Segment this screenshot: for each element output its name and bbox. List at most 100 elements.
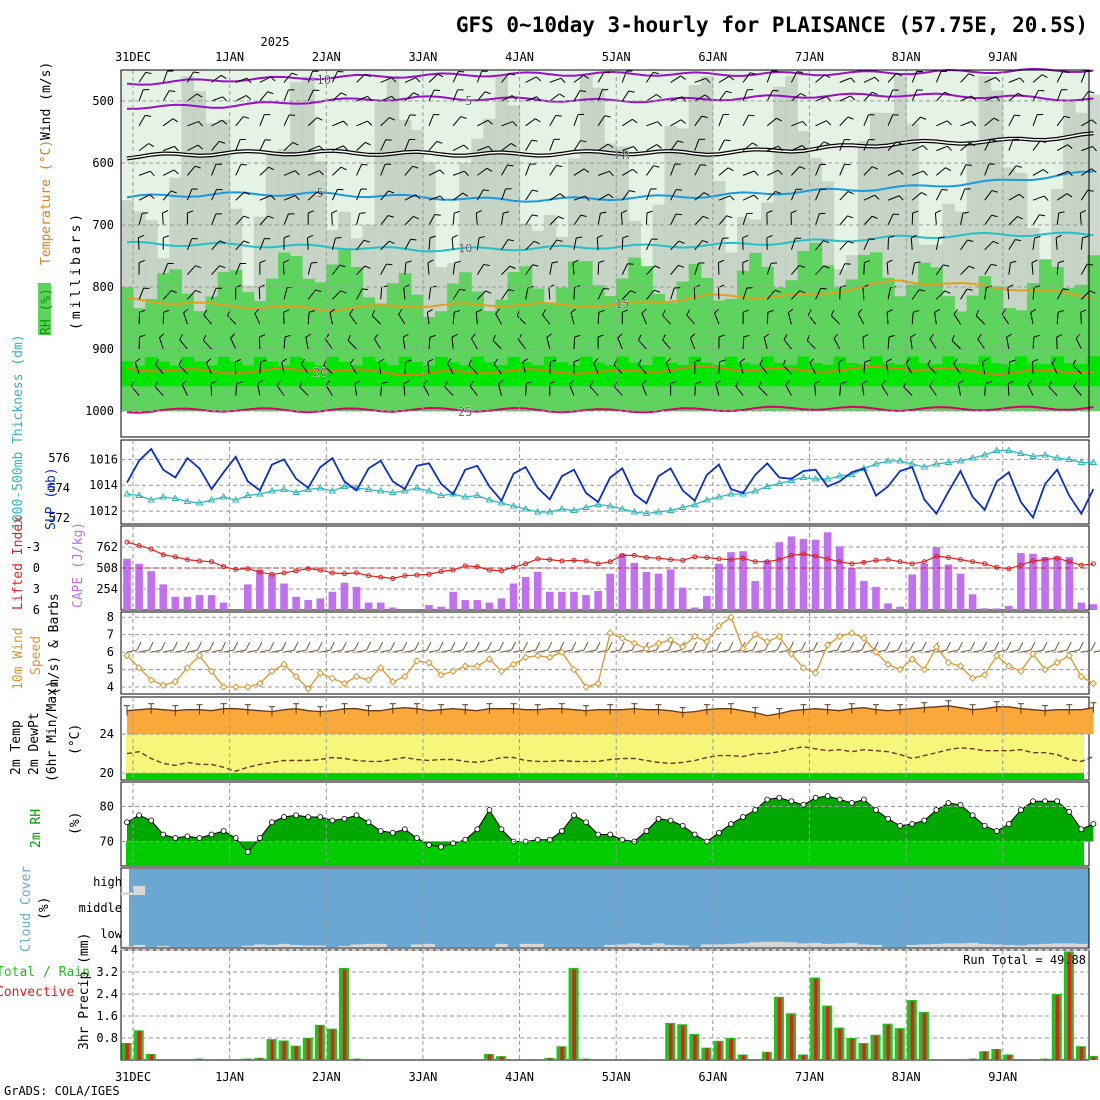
rh-bright-column — [1039, 364, 1052, 387]
wind-barb — [1055, 237, 1058, 250]
wind-barb — [501, 164, 508, 176]
wind-barb — [549, 93, 560, 102]
wind-barb — [349, 314, 357, 325]
wind-barb-flag — [570, 308, 577, 313]
cloud-bar — [712, 944, 725, 947]
wind-barb — [957, 383, 962, 396]
wind-barb-flag — [308, 310, 316, 313]
wind-barb — [960, 188, 966, 201]
rh-bright-column — [374, 361, 388, 387]
wind-barb — [281, 361, 285, 374]
top-day-label: 8JAN — [892, 50, 921, 64]
wind-barb — [694, 192, 705, 201]
wind-barb — [839, 191, 849, 201]
cloud-bar — [278, 943, 291, 947]
lifted-index-point — [341, 571, 347, 577]
lifted-index-point — [184, 557, 190, 563]
barb-10m — [549, 649, 560, 653]
wind-barb-flag — [898, 195, 904, 201]
precip-tick-label: 4 — [111, 943, 118, 957]
wind-barb-flag — [1008, 380, 1014, 384]
wind-barb-flag — [632, 168, 638, 174]
wind-barb — [501, 95, 513, 102]
wind-barb — [570, 312, 575, 325]
wind-barb — [951, 340, 961, 350]
wind-barb — [791, 92, 801, 102]
wind-barb — [235, 263, 241, 275]
wind-barb-flag — [138, 234, 145, 239]
wind-barb — [597, 193, 609, 201]
wind-barb — [452, 116, 462, 127]
wind-barb-flag — [178, 359, 183, 366]
thickness-line — [126, 449, 1094, 515]
wind-barb-flag — [354, 380, 361, 385]
barb-10m — [658, 649, 669, 653]
thickness-point — [123, 490, 131, 497]
temp2m-label-b: 2m DewPt — [27, 712, 42, 775]
precip-convective-bar — [886, 1024, 891, 1060]
thickness-point — [473, 491, 482, 498]
dewpoint-line — [126, 746, 1094, 772]
cloud-bar — [942, 943, 955, 947]
wind-barb — [356, 73, 366, 83]
cloud-bar — [821, 943, 834, 947]
cloud-bar — [290, 944, 303, 947]
barb-10m — [803, 649, 814, 653]
cloud-bar — [1014, 945, 1027, 947]
rh-green-column — [580, 261, 593, 411]
precip-convective-bar — [717, 1041, 721, 1060]
rh-point — [498, 826, 505, 833]
wind-barb-flag — [912, 210, 919, 214]
lifted-index-line — [126, 541, 1094, 580]
wind-barb-flag — [798, 264, 805, 268]
wind-barb — [1056, 288, 1064, 300]
wind-barb — [694, 164, 701, 176]
wind-barb-flag — [1015, 239, 1022, 242]
wind-barb — [1030, 312, 1034, 325]
cape-bar — [256, 569, 264, 610]
rh-green-column — [894, 296, 907, 411]
wind-barb — [501, 143, 512, 152]
cape-bar — [811, 539, 820, 610]
wind-barb — [380, 164, 386, 176]
barb-10m-flag — [160, 641, 166, 651]
lifted-index-point — [885, 557, 891, 563]
wind-barb-flag — [630, 290, 637, 294]
rh-point — [571, 812, 577, 819]
wind-barb — [451, 337, 454, 350]
wind-barb-flag — [1010, 260, 1017, 264]
wind-barb-flag — [162, 210, 169, 214]
wind-barb — [1008, 361, 1011, 374]
cape-bar — [932, 547, 941, 610]
wind-barb — [646, 165, 654, 176]
rh-bright-column — [592, 362, 605, 387]
cape-bar — [727, 552, 735, 610]
wind-barb-flag — [283, 259, 289, 264]
wind-barb-flag — [170, 190, 177, 194]
precip-convective-bar — [874, 1035, 878, 1060]
bottom-day-label: 9JAN — [988, 1070, 1017, 1084]
cloud-bar — [531, 943, 544, 947]
wind-barb — [911, 116, 921, 127]
lifted-index-point — [559, 558, 565, 564]
thickness-point — [823, 475, 832, 482]
wind-speed-point — [159, 681, 167, 689]
wind-barb-flag — [991, 214, 998, 218]
lifted-index-point — [257, 569, 263, 575]
barb-10m-flag — [474, 641, 480, 651]
wind-barb — [349, 363, 357, 375]
rh-bright-column — [555, 362, 569, 387]
wind-barb — [646, 94, 657, 102]
rh-point — [389, 829, 396, 836]
wind-barb — [202, 339, 212, 350]
cape-tick-label: 508 — [96, 561, 118, 575]
thickness-point — [666, 506, 675, 513]
wind-barb — [597, 143, 609, 152]
wind-barb-flag — [555, 114, 562, 117]
wind-barb — [428, 237, 431, 250]
wind-barb-flag — [347, 334, 351, 341]
wind-barb — [670, 75, 681, 83]
wind-barb — [767, 145, 779, 152]
wind-barb — [134, 362, 140, 374]
